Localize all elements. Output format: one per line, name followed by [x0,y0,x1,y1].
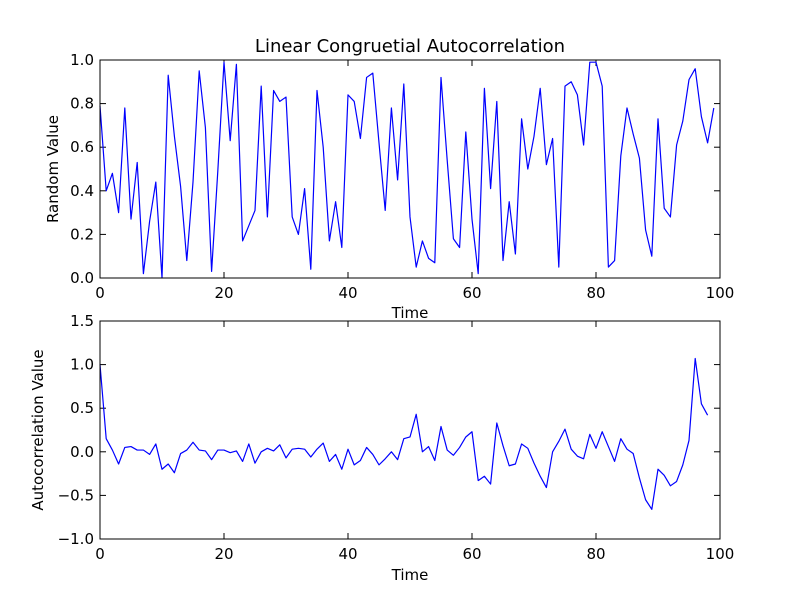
random-value-x-tick-label: 60 [462,284,481,302]
autocorrelation-x-tick-label: 20 [214,545,233,563]
autocorrelation-line [99,357,709,510]
random-value-y-tick-label: 1.0 [70,51,94,69]
autocorrelation-y-axis-label: Autocorrelation Value [29,349,47,510]
autocorrelation-y-tick-label: 1.0 [70,356,94,374]
random-value-x-tick-label: 40 [338,284,357,302]
chart-title: Linear Congruetial Autocorrelation [255,36,565,57]
autocorrelation-y-tick-label: 0.0 [70,443,94,461]
random-value-subplot: Linear Congruetial Autocorrelation 0 20 40… [44,36,734,322]
random-value-x-tick-label: 100 [706,284,735,302]
random-value-x-tick-label: 0 [95,284,105,302]
random-value-x-tick-label: 20 [214,284,233,302]
autocorrelation-ticks: 0 20 40 60 80 100 −1.0 −0.5 0.0 0.5 1.0 1.5 [58,312,735,563]
random-value-y-tick-label: 0.2 [70,225,94,243]
autocorrelation-x-tick-label: 100 [706,545,735,563]
autocorrelation-x-tick-label: 40 [338,545,357,563]
autocorrelation-y-tick-label: −0.5 [58,486,94,504]
random-value-y-tick-label: 0.6 [70,138,94,156]
autocorrelation-y-tick-label: 0.5 [70,399,94,417]
random-value-axes-frame [99,59,721,279]
random-value-line [99,61,715,279]
random-value-y-axis-label: Random Value [44,115,62,223]
random-value-x-axis-label: Time [391,304,429,322]
autocorrelation-x-tick-label: 60 [462,545,481,563]
random-value-x-tick-label: 80 [586,284,605,302]
autocorrelation-y-tick-label: 1.5 [70,312,94,330]
autocorrelation-subplot: 0 20 40 60 80 100 −1.0 −0.5 0.0 0.5 1.0 1.5 Time Au… [29,312,734,584]
random-value-y-tick-label: 0.0 [70,269,94,287]
autocorrelation-x-tick-label: 0 [95,545,105,563]
random-value-y-tick-label: 0.4 [70,182,94,200]
autocorrelation-axes-frame [99,320,721,540]
random-value-y-tick-label: 0.8 [70,95,94,113]
autocorrelation-x-tick-label: 80 [586,545,605,563]
autocorrelation-y-tick-label: −1.0 [58,530,94,548]
autocorrelation-x-axis-label: Time [391,566,429,584]
